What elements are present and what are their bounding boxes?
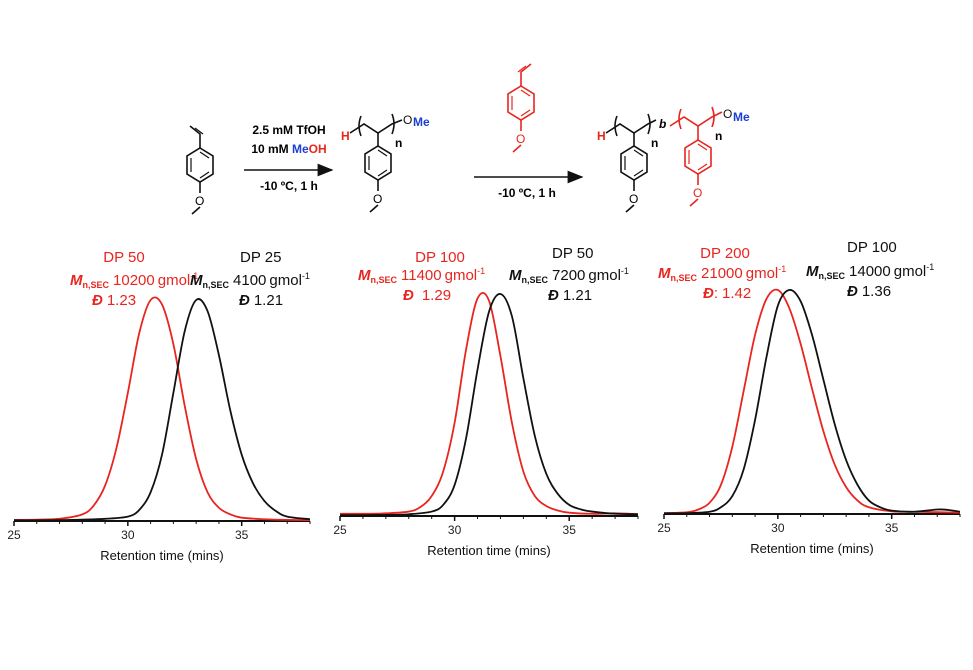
block-letter-b: b bbox=[659, 117, 666, 131]
x-tick-label: 35 bbox=[235, 528, 249, 542]
panel-1-black-dispersity: Đ 1.21 bbox=[239, 292, 283, 309]
x-axis-label: Retention time (mins) bbox=[427, 543, 551, 558]
panel-2-red-dispersity: Đ 1.29 bbox=[403, 287, 451, 304]
second-monomer-structure bbox=[507, 63, 535, 153]
trace-second-block bbox=[339, 293, 639, 517]
block-methoxy-o-2: O bbox=[693, 186, 702, 200]
x-tick-label: 25 bbox=[7, 528, 21, 542]
panel-2-black-dispersity: Đ 1.21 bbox=[548, 287, 592, 304]
panel-3-black-mn: Mn,SEC 14000 gmol-1 bbox=[806, 262, 934, 281]
x-tick-label: 30 bbox=[448, 523, 462, 537]
homopolymer-structure: H O Me n O bbox=[341, 113, 430, 213]
panel-3-black-dp: DP 100 bbox=[847, 239, 897, 256]
x-axis-label: Retention time (mins) bbox=[750, 541, 874, 556]
panel-1-red-dp: DP 50 bbox=[103, 249, 144, 266]
block-copolymer-structure: H n b n bbox=[597, 106, 750, 213]
trace-first-block bbox=[663, 288, 961, 515]
x-axis-label: Retention time (mins) bbox=[100, 548, 224, 563]
panel-2-annotations: DP 100 Mn,SEC 11400 gmol-1 Đ 1.29 DP 50 Mn,… bbox=[358, 245, 629, 304]
panel-3-red-mn: Mn,SEC 21000 gmol-1 bbox=[658, 264, 786, 283]
monomer-o-atom: O bbox=[195, 194, 204, 208]
block-repeat-n-2: n bbox=[715, 129, 722, 143]
second-monomer-o-atom: O bbox=[516, 132, 525, 146]
x-tick-label: 25 bbox=[333, 523, 347, 537]
panel-2-red-mn: Mn,SEC 11400 gmol-1 bbox=[358, 266, 485, 285]
homopolymer-me-end: Me bbox=[413, 115, 430, 129]
panel-1-red-mn: Mn,SEC 10200 gmol-1 bbox=[70, 271, 198, 290]
block-me-end: Me bbox=[733, 110, 750, 124]
step1-reagent2: 10 mM MeOH bbox=[251, 142, 326, 156]
step1-conditions: -10 ºC, 1 h bbox=[260, 179, 318, 193]
panel-3-black-dispersity: Đ 1.36 bbox=[847, 283, 891, 300]
block-methoxy-o-1: O bbox=[629, 192, 638, 206]
sec-panel-3: 25 30 35 Retention time (mins) bbox=[657, 288, 961, 556]
x-tick-label: 30 bbox=[121, 528, 135, 542]
homopolymer-methoxy-o: O bbox=[373, 192, 382, 206]
panel-3-red-dispersity: Đ: 1.42 bbox=[703, 285, 751, 302]
reaction-scheme: O 2.5 mM TfOH 10 mM MeOH -10 ºC, 1 h H O… bbox=[186, 63, 750, 215]
block-o-atom: O bbox=[723, 107, 732, 121]
homopolymer-repeat-n: n bbox=[395, 136, 402, 150]
homopolymer-h-end: H bbox=[341, 129, 350, 143]
sec-panel-2: 25 30 35 Retention time (mins) bbox=[333, 291, 639, 558]
trace-first-block bbox=[339, 291, 639, 516]
panel-1-red-dispersity: Đ 1.23 bbox=[92, 292, 136, 309]
step1-reagent1: 2.5 mM TfOH bbox=[252, 123, 325, 137]
panel-1-black-dp: DP 25 bbox=[240, 249, 281, 266]
x-tick-label: 35 bbox=[563, 523, 577, 537]
x-tick-label: 35 bbox=[885, 521, 899, 535]
panel-2-black-mn: Mn,SEC 7200 gmol-1 bbox=[509, 266, 629, 285]
block-copolymer-h-end: H bbox=[597, 129, 606, 143]
panel-1-annotations: DP 50 Mn,SEC 10200 gmol-1 Đ 1.23 DP 25 Mn,S… bbox=[70, 249, 310, 309]
trace-second-block bbox=[663, 289, 961, 515]
step2-conditions: -10 ºC, 1 h bbox=[498, 186, 556, 200]
homopolymer-o-atom: O bbox=[403, 113, 412, 127]
panel-2-red-dp: DP 100 bbox=[415, 249, 465, 266]
panel-2-black-dp: DP 50 bbox=[552, 245, 593, 262]
monomer-structure bbox=[186, 125, 214, 215]
panel-3-annotations: DP 200 Mn,SEC 21000 gmol-1 Đ: 1.42 DP 100 M… bbox=[658, 239, 934, 302]
panel-1-black-mn: Mn,SEC 4100 gmol-1 bbox=[190, 271, 310, 290]
x-tick-label: 25 bbox=[657, 521, 671, 535]
panel-3-red-dp: DP 200 bbox=[700, 245, 750, 262]
x-tick-label: 30 bbox=[771, 521, 785, 535]
sec-panel-1: 25 30 35 Retention time (mins) bbox=[7, 296, 311, 563]
block-repeat-n-1: n bbox=[651, 136, 658, 150]
trace-second-block bbox=[13, 298, 311, 522]
trace-first-block bbox=[13, 296, 311, 522]
